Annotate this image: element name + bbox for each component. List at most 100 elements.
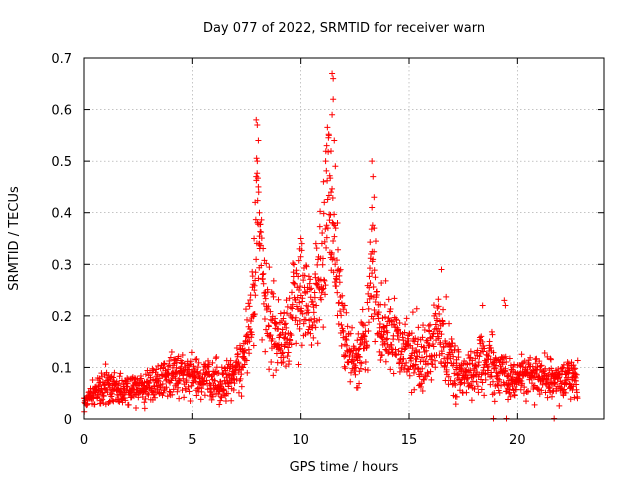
data-point [336, 299, 343, 306]
data-point [261, 292, 268, 299]
data-point-peak [368, 250, 375, 257]
data-point [168, 349, 175, 356]
x-axis-label: GPS time / hours [290, 460, 399, 475]
data-point [188, 349, 195, 356]
data-point [330, 255, 337, 262]
data-point [109, 397, 116, 404]
data-point [523, 398, 529, 405]
data-point [440, 343, 447, 350]
data-point [289, 305, 296, 312]
data-point [538, 387, 545, 394]
data-point [419, 334, 426, 341]
data-point [281, 321, 288, 328]
data-point [455, 354, 462, 361]
data-point [382, 358, 389, 365]
data-point [429, 361, 436, 368]
data-point [100, 399, 107, 406]
data-point [371, 307, 378, 314]
data-point [362, 322, 369, 329]
data-point [490, 349, 497, 356]
data-point [552, 379, 559, 386]
data-point [273, 350, 280, 357]
data-point [161, 360, 168, 367]
data-point [549, 393, 555, 400]
data-point [190, 363, 197, 370]
data-point [387, 366, 394, 373]
data-point [439, 350, 446, 357]
data-point [323, 234, 330, 241]
data-point [260, 245, 267, 252]
data-point [296, 299, 303, 306]
data-point [367, 239, 374, 246]
data-point [133, 404, 139, 411]
data-point [314, 340, 321, 347]
data-point [305, 303, 312, 310]
data-point [270, 293, 277, 300]
data-point [476, 334, 483, 341]
data-point [308, 285, 315, 292]
data-point [520, 390, 527, 397]
data-point [246, 338, 253, 345]
data-point [455, 348, 462, 355]
data-point [358, 360, 365, 367]
data-point [244, 369, 251, 376]
data-point [409, 309, 416, 316]
data-point [89, 377, 96, 384]
data-point [363, 338, 370, 345]
data-point [391, 295, 398, 302]
data-point [216, 401, 223, 408]
data-point [258, 262, 265, 269]
data-point [413, 348, 420, 355]
data-point [502, 353, 509, 360]
data-point [309, 322, 316, 329]
data-point [424, 360, 431, 367]
data-point [235, 389, 242, 396]
data-point [238, 393, 245, 400]
data-point [260, 280, 267, 287]
data-point [498, 382, 505, 389]
data-point [227, 357, 234, 364]
data-point [260, 300, 267, 307]
data-point [230, 387, 237, 394]
data-point-peak [254, 122, 261, 129]
data-point [393, 352, 400, 359]
data-point [255, 275, 262, 282]
data-point [322, 225, 329, 232]
data-point [205, 357, 212, 364]
data-point [491, 389, 498, 396]
data-point [186, 388, 193, 395]
data-point [265, 303, 272, 310]
data-point [372, 274, 379, 281]
data-point [423, 347, 430, 354]
data-point [333, 257, 340, 264]
data-point [432, 321, 439, 328]
data-point [225, 390, 232, 397]
data-point [194, 364, 201, 371]
data-point [390, 370, 397, 377]
data-point [278, 342, 285, 349]
data-point [259, 336, 266, 343]
data-point [534, 363, 541, 370]
data-point [487, 381, 494, 388]
data-point [138, 375, 145, 382]
data-point-zero [490, 415, 497, 422]
data-point [218, 393, 225, 400]
data-point [436, 352, 443, 359]
data-point [323, 244, 330, 251]
data-point [504, 373, 511, 380]
data-point [257, 228, 264, 235]
data-point [238, 383, 245, 390]
data-point [307, 316, 314, 323]
data-point [195, 359, 202, 366]
data-point [419, 354, 425, 361]
data-point [306, 286, 313, 293]
data-point [233, 364, 240, 371]
data-point-peak [329, 111, 336, 118]
data-point [227, 379, 234, 386]
data-point [95, 391, 102, 398]
data-point [231, 380, 238, 387]
data-point [365, 328, 372, 335]
data-point [547, 356, 554, 363]
data-point [249, 273, 256, 280]
data-point [315, 275, 322, 282]
